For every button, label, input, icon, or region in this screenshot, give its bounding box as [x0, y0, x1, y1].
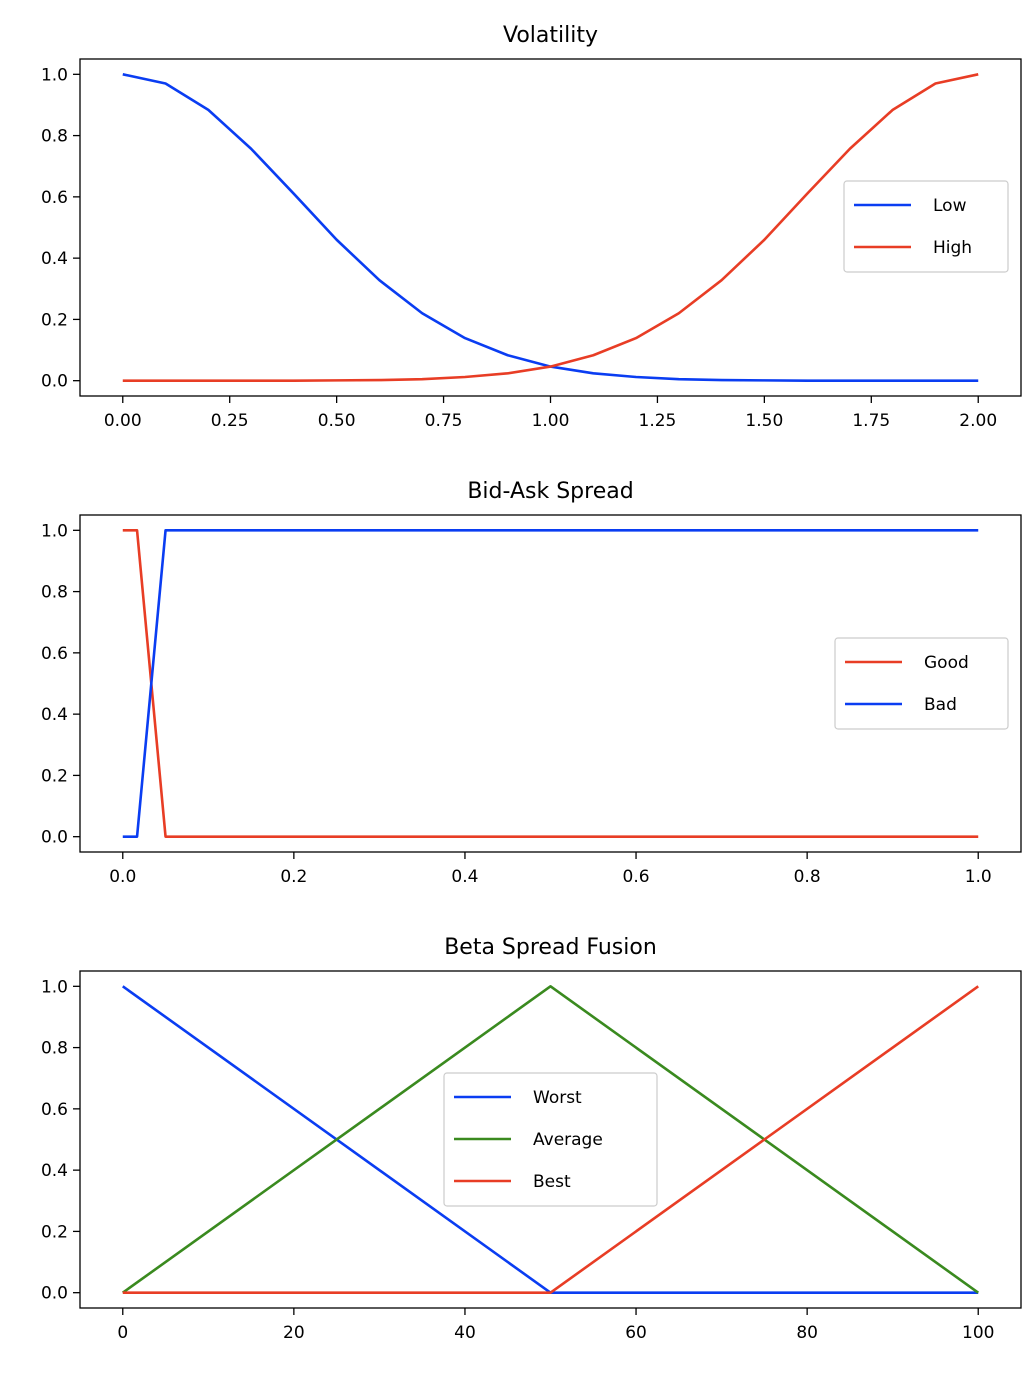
- series-line-best: [122, 985, 979, 1294]
- legend-label-worst: Worst: [533, 1088, 582, 1108]
- legend: Low High: [843, 180, 1009, 273]
- y-tick-label: 0.2: [41, 1222, 68, 1242]
- y-tick-label: 1.0: [41, 521, 68, 541]
- legend-label-low: Low: [933, 196, 967, 216]
- x-tick-label: 0.8: [794, 867, 821, 887]
- x-tick-label: 0.6: [623, 867, 650, 887]
- chart-title: Beta Spread Fusion: [444, 935, 657, 960]
- x-tick-label: 1.0: [965, 867, 992, 887]
- y-tick-label: 0.6: [41, 188, 68, 208]
- x-tick-label: 0.00: [104, 411, 142, 431]
- plot-frame: [79, 970, 1022, 1309]
- y-tick-label: 0.2: [41, 310, 68, 330]
- y-tick-label: 0.4: [41, 1161, 68, 1181]
- x-tick-label: 80: [796, 1323, 818, 1343]
- chart-2: Bid-Ask Spread 0.0 0.2 0.4 0.6 0.8 1.0 0.0 0.2 0.…: [41, 479, 1022, 887]
- chart-title: Volatility: [503, 23, 598, 48]
- x-tick-label: 0.0: [109, 867, 136, 887]
- y-tick-label: 0.6: [41, 1100, 68, 1120]
- x-tick-label: 0.2: [280, 867, 307, 887]
- legend: Good Bad: [834, 637, 1009, 730]
- chart-title: Bid-Ask Spread: [467, 479, 633, 504]
- y-tick-label: 0.8: [41, 127, 68, 147]
- y-tick-label: 0.4: [41, 249, 68, 269]
- legend-box: [843, 180, 1009, 273]
- y-tick-label: 0.0: [41, 1284, 68, 1304]
- y-tick-label: 0.0: [41, 372, 68, 392]
- x-tick-label: 2.00: [959, 411, 997, 431]
- y-tick-label: 0.0: [41, 828, 68, 848]
- y-tick-label: 0.8: [41, 1039, 68, 1059]
- series-line-average: [122, 985, 979, 1294]
- x-tick-label: 0.75: [425, 411, 463, 431]
- y-tick-label: 0.4: [41, 705, 68, 725]
- y-tick-label: 1.0: [41, 977, 68, 997]
- legend-label-good: Good: [924, 653, 969, 673]
- x-tick-label: 1.75: [852, 411, 890, 431]
- legend-label-average: Average: [533, 1130, 603, 1150]
- x-tick-label: 60: [625, 1323, 647, 1343]
- plot-frame: [79, 514, 1022, 853]
- y-tick-label: 0.6: [41, 644, 68, 664]
- legend-label-bad: Bad: [924, 695, 957, 715]
- y-tick-label: 0.2: [41, 766, 68, 786]
- x-tick-label: 0: [117, 1323, 128, 1343]
- legend-label-high: High: [933, 238, 972, 258]
- x-tick-label: 1.25: [639, 411, 677, 431]
- x-tick-label: 0.25: [211, 411, 249, 431]
- x-tick-label: 40: [454, 1323, 476, 1343]
- y-tick-label: 0.8: [41, 583, 68, 603]
- x-tick-label: 1.00: [532, 411, 570, 431]
- x-tick-label: 1.50: [745, 411, 783, 431]
- y-tick-label: 1.0: [41, 65, 68, 85]
- x-tick-label: 0.4: [451, 867, 478, 887]
- series-line-bad: [122, 529, 979, 838]
- series-line-high: [122, 73, 979, 382]
- chart-1: Volatility 0.00 0.25 0.50 0.75 1.00 1.25 1.50 1.…: [41, 23, 1022, 431]
- chart-3: Beta Spread Fusion 0 20 40 60 80 100 0.0 0.2 0.4 0…: [41, 935, 1022, 1343]
- x-tick-label: 100: [962, 1323, 994, 1343]
- legend-box: [834, 637, 1009, 730]
- legend-box: [443, 1072, 658, 1207]
- x-tick-label: 20: [283, 1323, 305, 1343]
- legend-label-best: Best: [533, 1172, 571, 1192]
- legend: Worst Average Best: [443, 1072, 658, 1207]
- x-tick-label: 0.50: [318, 411, 356, 431]
